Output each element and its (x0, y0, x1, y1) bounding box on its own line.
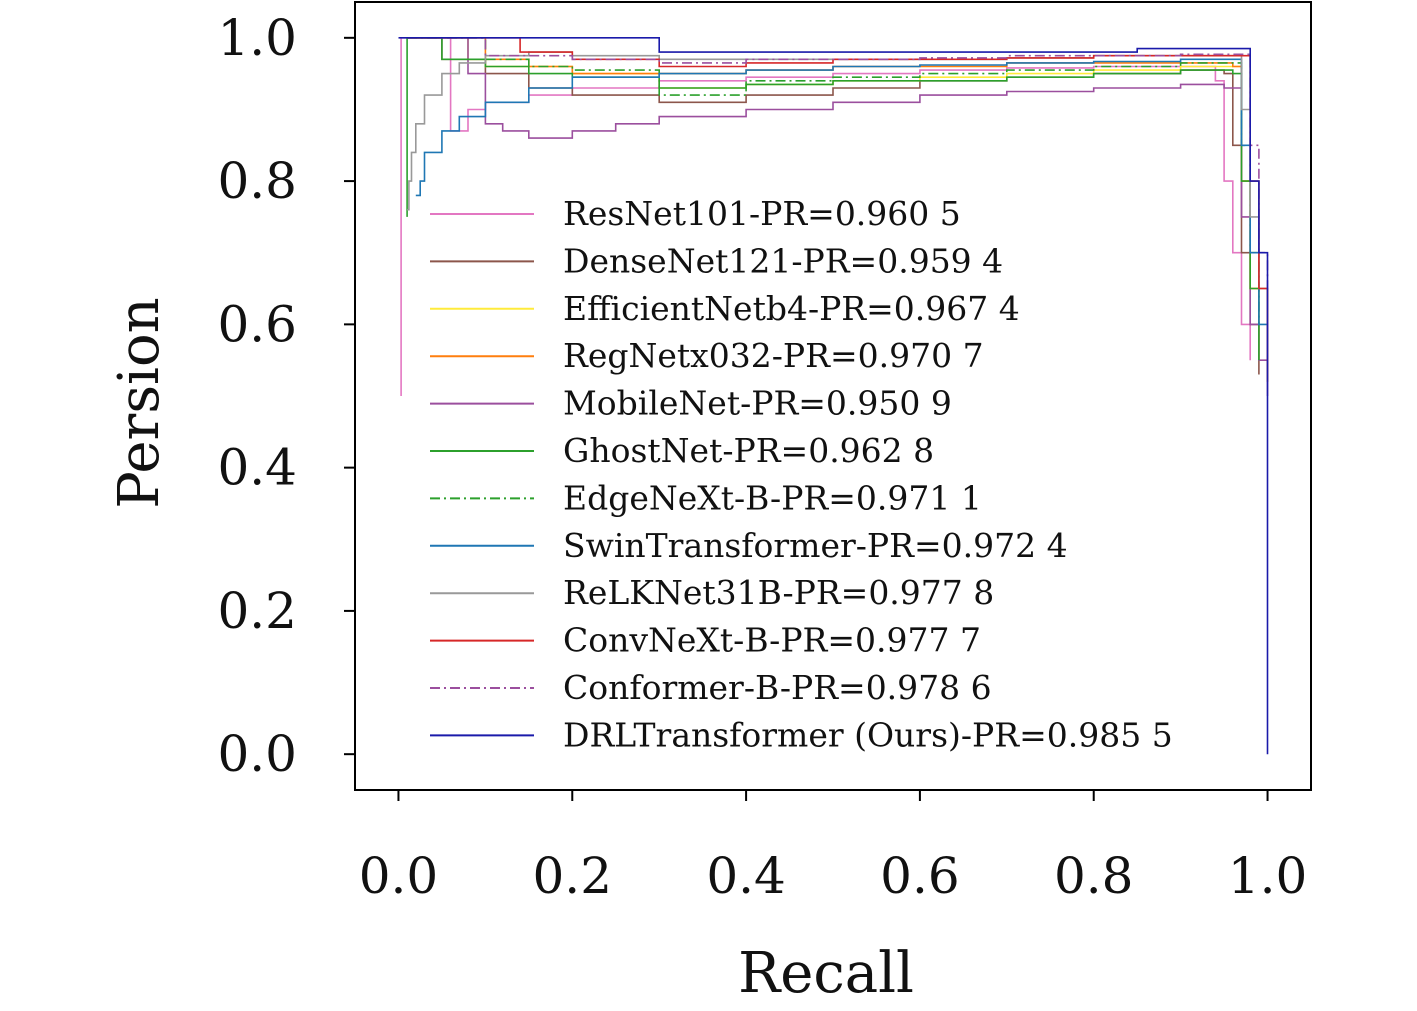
series-line-8 (415, 58, 1269, 382)
legend-label: ResNet101-PR=0.960 5 (563, 194, 961, 233)
x-tick-label: 0.2 (533, 847, 613, 905)
series-line-1 (400, 37, 1251, 396)
x-tick-label: 0.6 (880, 847, 960, 905)
y-axis: 0.0 0.2 0.4 0.6 0.8 1.0 (217, 9, 355, 783)
y-axis-title: Persion (107, 297, 172, 509)
legend-label: ReLKNet31B-PR=0.977 8 (563, 573, 994, 612)
legend-label: DRLTransformer (Ours)-PR=0.985 5 (563, 715, 1173, 754)
legend-label: RegNetx032-PR=0.970 7 (563, 336, 984, 375)
series-line-12 (398, 37, 1269, 755)
series-line-7 (407, 37, 1260, 325)
series-line-9 (407, 51, 1269, 361)
y-tick-label: 1.0 (217, 9, 297, 67)
legend-label: Conformer-B-PR=0.978 6 (563, 668, 992, 707)
y-tick-label: 0.4 (217, 439, 297, 497)
x-tick-label: 0.4 (706, 847, 786, 905)
legend-label: SwinTransformer-PR=0.972 4 (563, 526, 1068, 565)
x-tick-label: 0.8 (1054, 847, 1134, 905)
legend-label: GhostNet-PR=0.962 8 (563, 431, 934, 470)
x-axis: 0.0 0.2 0.4 0.6 0.8 1.0 (359, 790, 1308, 905)
y-tick-label: 0.0 (217, 725, 297, 783)
y-tick-label: 0.8 (217, 152, 297, 210)
x-tick-label: 0.0 (359, 847, 439, 905)
plot-lines (398, 37, 1269, 755)
legend-label: MobileNet-PR=0.950 9 (563, 384, 952, 423)
x-axis-title: Recall (738, 941, 914, 1006)
series-line-11 (407, 37, 1269, 361)
legend-label: ConvNeXt-B-PR=0.977 7 (563, 621, 981, 660)
legend: ResNet101-PR=0.960 5 DenseNet121-PR=0.959… (430, 194, 1173, 754)
legend-label: DenseNet121-PR=0.959 4 (563, 241, 1003, 280)
series-line-2 (407, 37, 1260, 375)
legend-label: EdgeNeXt-B-PR=0.971 1 (563, 478, 982, 517)
y-tick-label: 0.6 (217, 295, 297, 353)
legend-label: EfficientNetb4-PR=0.967 4 (563, 289, 1020, 328)
plot-frame (354, 1, 1312, 791)
series-line-5 (407, 37, 1269, 396)
y-tick-label: 0.2 (217, 582, 297, 640)
x-tick-label: 1.0 (1228, 847, 1308, 905)
